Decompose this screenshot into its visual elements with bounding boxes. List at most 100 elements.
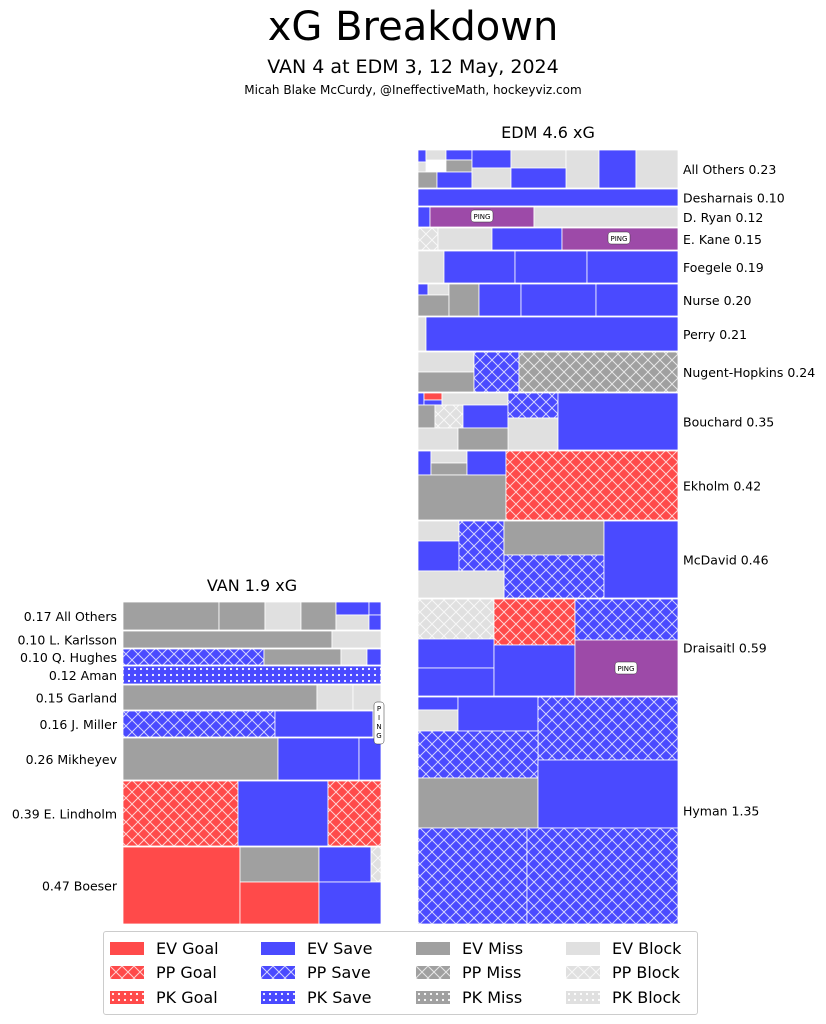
shot-cell-van-6-0 bbox=[122, 737, 279, 781]
player-block-edm-0 bbox=[417, 149, 679, 189]
shot-cell-edm-5-4 bbox=[478, 283, 522, 317]
player-label-van-0: 0.17 All Others bbox=[24, 609, 117, 624]
shot-cell-edm-10-6 bbox=[417, 570, 505, 599]
player-label-edm-11: Draisaitl 0.59 bbox=[683, 641, 767, 656]
team-header-van: VAN 1.9 xG bbox=[207, 576, 297, 595]
shot-cell-edm-5-6 bbox=[595, 283, 679, 317]
shot-cell-edm-10-2 bbox=[458, 520, 505, 572]
shot-cell-van-8-0 bbox=[122, 846, 241, 925]
shot-cell-edm-2-0 bbox=[417, 206, 431, 228]
legend-label: PK Save bbox=[307, 988, 372, 1007]
shot-cell-edm-10-3 bbox=[503, 520, 605, 556]
legend-swatch bbox=[261, 991, 295, 1004]
player-block-edm-2 bbox=[417, 206, 679, 228]
player-label-edm-3: E. Kane 0.15 bbox=[683, 232, 762, 247]
legend-label: EV Block bbox=[612, 939, 682, 958]
player-label-edm-6: Perry 0.21 bbox=[683, 327, 747, 342]
legend-item-pp-block: PP Block bbox=[566, 963, 680, 982]
player-block-van-8 bbox=[122, 846, 382, 925]
shot-cell-van-0-6 bbox=[368, 601, 382, 616]
penalty-label-0: PING bbox=[474, 213, 491, 221]
legend-label: PP Block bbox=[612, 963, 680, 982]
legend-item-pp-miss: PP Miss bbox=[416, 963, 521, 982]
shot-cell-edm-8-4 bbox=[434, 404, 464, 429]
shot-cell-van-0-7 bbox=[368, 614, 382, 631]
player-label-edm-12: Hyman 1.35 bbox=[683, 804, 759, 819]
shot-cell-edm-7-1 bbox=[417, 371, 475, 393]
shot-cell-edm-8-9 bbox=[417, 427, 459, 451]
shot-cell-van-8-1 bbox=[239, 846, 320, 883]
legend-item-pk-save: PK Save bbox=[261, 988, 372, 1007]
penalty-letter-3: G bbox=[376, 732, 381, 740]
shot-cell-edm-11-0 bbox=[417, 598, 495, 640]
penalty-badge-0 bbox=[470, 209, 494, 223]
shot-cell-edm-5-5 bbox=[520, 283, 597, 317]
legend-label: PP Goal bbox=[156, 963, 217, 982]
shot-cell-edm-9-5 bbox=[505, 450, 679, 521]
player-label-van-7: 0.39 E. Lindholm bbox=[12, 807, 117, 822]
shot-cell-van-2-0 bbox=[122, 648, 265, 666]
player-block-edm-3 bbox=[417, 227, 679, 251]
shot-cell-edm-6-1 bbox=[425, 316, 679, 352]
shot-cell-edm-4-2 bbox=[514, 250, 588, 284]
shot-cell-edm-8-6 bbox=[462, 404, 509, 429]
shot-cell-edm-10-0 bbox=[417, 520, 460, 542]
shot-cell-edm-0-10 bbox=[417, 171, 438, 189]
shot-cell-edm-9-2 bbox=[430, 462, 468, 476]
legend-label: EV Save bbox=[307, 939, 373, 958]
shot-cell-edm-0-6 bbox=[510, 149, 567, 169]
shot-cell-van-7-2 bbox=[327, 780, 382, 847]
shot-cell-edm-9-0 bbox=[417, 450, 432, 476]
shot-cell-van-6-2 bbox=[358, 737, 382, 781]
shot-cell-edm-8-1 bbox=[423, 392, 443, 401]
shot-cell-edm-11-1 bbox=[493, 598, 576, 646]
shot-cell-van-0-5 bbox=[335, 614, 370, 631]
player-block-edm-8 bbox=[417, 392, 679, 451]
legend-item-ev-block: EV Block bbox=[566, 939, 681, 958]
legend-swatch bbox=[110, 966, 144, 979]
shot-cell-edm-0-8 bbox=[598, 149, 637, 189]
shot-cell-edm-0-0 bbox=[417, 149, 427, 163]
legend-item-pk-goal: PK Goal bbox=[110, 988, 218, 1007]
player-label-edm-1: Desharnais 0.10 bbox=[683, 191, 785, 206]
shot-cell-van-0-2 bbox=[264, 601, 302, 631]
player-block-edm-7 bbox=[417, 351, 679, 393]
player-block-van-0 bbox=[122, 601, 382, 631]
shot-cell-van-5-1 bbox=[274, 710, 374, 738]
shot-cell-van-0-4 bbox=[335, 601, 370, 616]
player-block-van-5 bbox=[122, 710, 382, 738]
player-block-edm-9 bbox=[417, 450, 679, 521]
legend-label: PK Miss bbox=[462, 988, 523, 1007]
shot-cell-edm-11-2 bbox=[574, 598, 679, 641]
penalty-badge-1 bbox=[607, 231, 631, 245]
legend-swatch bbox=[110, 942, 144, 955]
shot-cell-edm-12-6 bbox=[537, 759, 679, 829]
player-block-edm-11 bbox=[417, 598, 679, 697]
shot-cell-edm-3-2 bbox=[491, 227, 563, 251]
player-label-edm-4: Foegele 0.19 bbox=[683, 260, 764, 275]
player-label-edm-8: Bouchard 0.35 bbox=[683, 415, 774, 430]
shot-cell-van-3-0 bbox=[122, 665, 382, 685]
legend-item-pp-goal: PP Goal bbox=[110, 963, 217, 982]
shot-cell-edm-0-1 bbox=[417, 161, 427, 173]
shot-cell-edm-1-0 bbox=[417, 188, 679, 207]
shot-cell-edm-8-8 bbox=[507, 417, 559, 451]
shot-cell-edm-9-3 bbox=[466, 450, 507, 476]
legend-swatch bbox=[416, 991, 450, 1004]
legend-swatch bbox=[110, 991, 144, 1004]
player-label-van-6: 0.26 Mikheyev bbox=[26, 752, 118, 767]
shot-cell-edm-4-1 bbox=[443, 250, 516, 284]
shot-cell-edm-8-2 bbox=[423, 399, 443, 406]
shot-cell-edm-12-7 bbox=[417, 827, 528, 925]
shot-cell-edm-12-2 bbox=[457, 696, 539, 732]
shot-cell-edm-12-8 bbox=[526, 827, 679, 925]
player-block-edm-10 bbox=[417, 520, 679, 599]
shot-cell-edm-10-1 bbox=[417, 540, 460, 572]
shot-cell-edm-7-2 bbox=[473, 351, 520, 393]
player-block-van-3 bbox=[122, 665, 382, 685]
shot-cell-edm-12-5 bbox=[417, 777, 539, 829]
shot-cell-edm-0-12 bbox=[471, 167, 512, 189]
shot-cell-van-4-1 bbox=[316, 684, 354, 711]
penalty-letter-1: I bbox=[378, 714, 380, 722]
player-label-van-3: 0.12 Aman bbox=[49, 668, 117, 683]
